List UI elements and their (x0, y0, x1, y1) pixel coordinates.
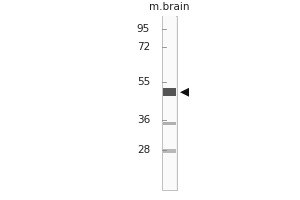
Text: 55: 55 (137, 77, 150, 87)
Bar (163, 149, 176, 153)
Bar (163, 122, 176, 125)
Polygon shape (180, 88, 189, 97)
Bar (162, 16, 177, 190)
Text: 72: 72 (137, 42, 150, 52)
Text: 95: 95 (137, 24, 150, 34)
Text: 36: 36 (137, 115, 150, 125)
Bar (163, 16, 176, 190)
Text: 28: 28 (137, 145, 150, 155)
Text: m.brain: m.brain (149, 2, 190, 12)
Bar (163, 88, 176, 96)
